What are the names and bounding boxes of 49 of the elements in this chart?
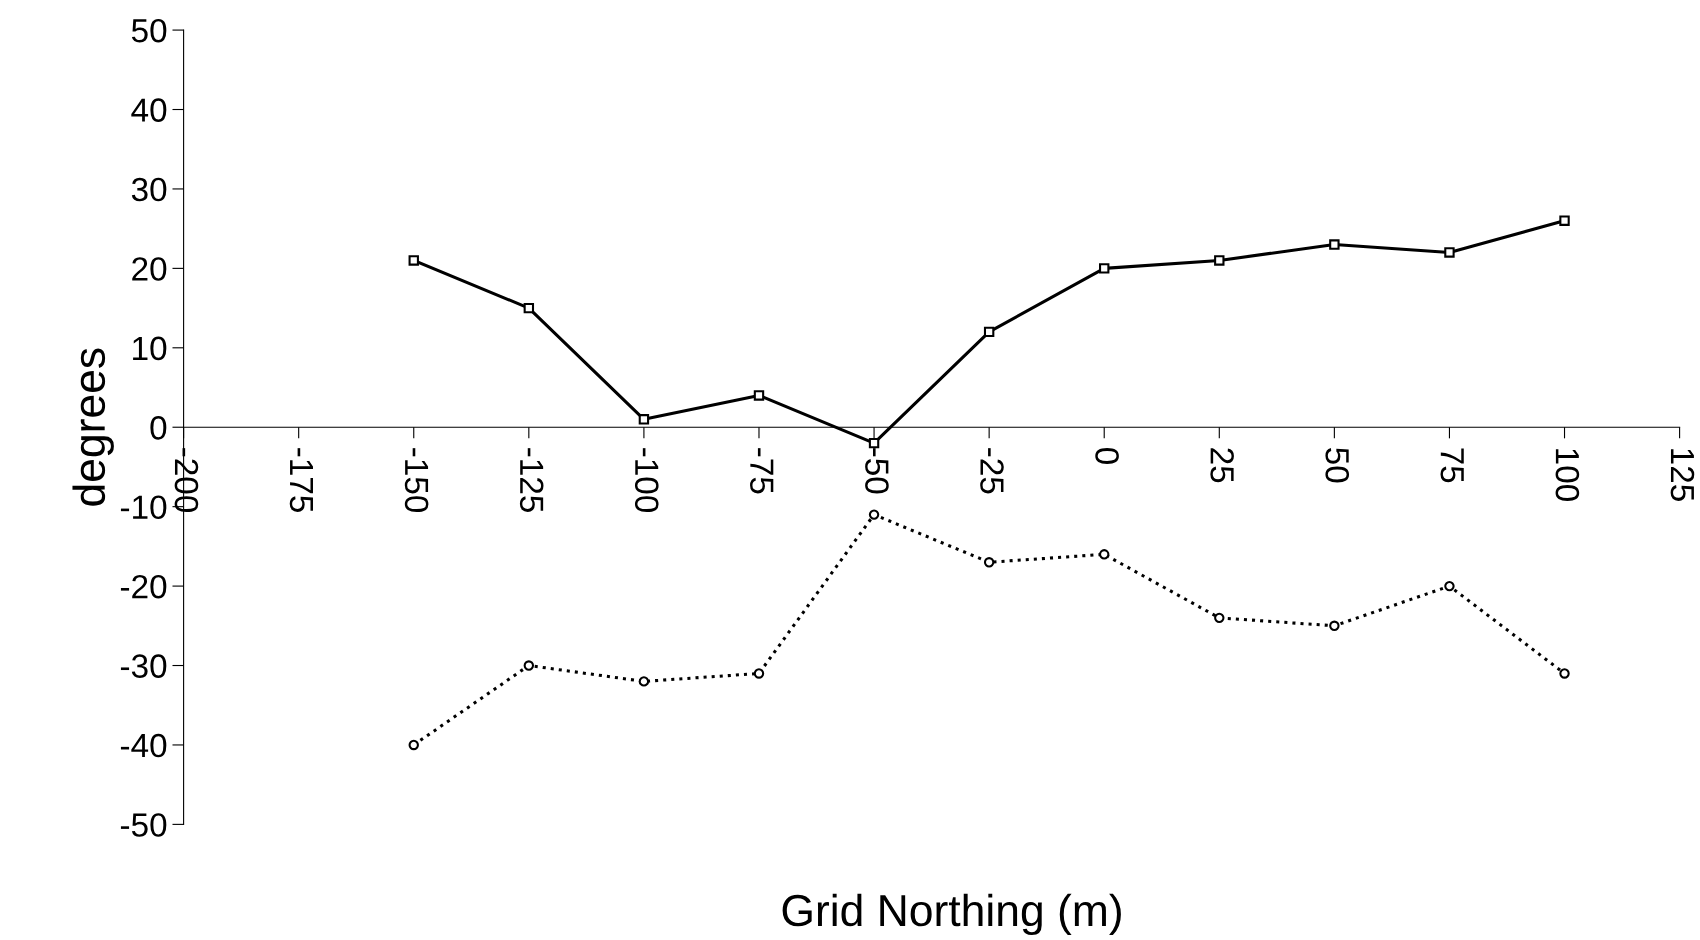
x-tick-label: -75 [750, 448, 774, 494]
y-tick-label: 40 [131, 98, 167, 122]
y-tick-label: -30 [120, 654, 167, 678]
point [523, 302, 535, 314]
y-tick-label: 30 [131, 177, 167, 202]
x-tick-label: -200 [174, 448, 199, 513]
x-tick-label: -150 [404, 448, 429, 513]
x-tick-label: 100 [1555, 449, 1580, 501]
point [868, 437, 880, 449]
point [753, 390, 765, 401]
y-tick-label: -50 [120, 813, 167, 837]
y-tick-label: 10 [133, 336, 167, 361]
point [408, 739, 419, 751]
x-tick-label: 25 [1210, 448, 1234, 483]
x-tick-label: 50 [1325, 448, 1350, 483]
point [1329, 620, 1340, 632]
x-tick-label: -100 [634, 448, 659, 513]
point [983, 557, 995, 568]
point [1099, 549, 1110, 560]
point [638, 676, 650, 687]
point [1214, 255, 1225, 266]
x-tick-label: 0 [1095, 447, 1119, 464]
x-tick-label: 75 [1440, 448, 1464, 483]
x-tick-label: -175 [289, 448, 313, 512]
point [1559, 668, 1570, 679]
point [1329, 239, 1340, 250]
y-tick-label: 50 [131, 18, 167, 43]
point [638, 414, 650, 425]
point [1214, 612, 1225, 624]
point [1444, 247, 1455, 258]
y-tick-label: -20 [120, 574, 167, 599]
point [523, 660, 535, 671]
point [1559, 215, 1570, 226]
x-axis-title: Grid Northing (m) [782, 893, 1121, 936]
y-tick-label: -10 [120, 495, 167, 520]
point [1099, 263, 1110, 274]
y-axis-title: degrees [72, 348, 114, 506]
y-tick-label: 20 [132, 257, 167, 281]
x-tick-label: 125 [1670, 449, 1695, 501]
y-tick-label: 0 [150, 416, 167, 440]
point [753, 668, 765, 679]
point [868, 509, 880, 520]
x-tick-label: -25 [980, 448, 1004, 494]
x-tick-label: -50 [865, 448, 889, 494]
y-tick-label: -40 [120, 733, 167, 758]
point [983, 326, 995, 338]
x-tick-label: -125 [519, 448, 544, 512]
point [408, 255, 419, 266]
point [1444, 580, 1455, 592]
